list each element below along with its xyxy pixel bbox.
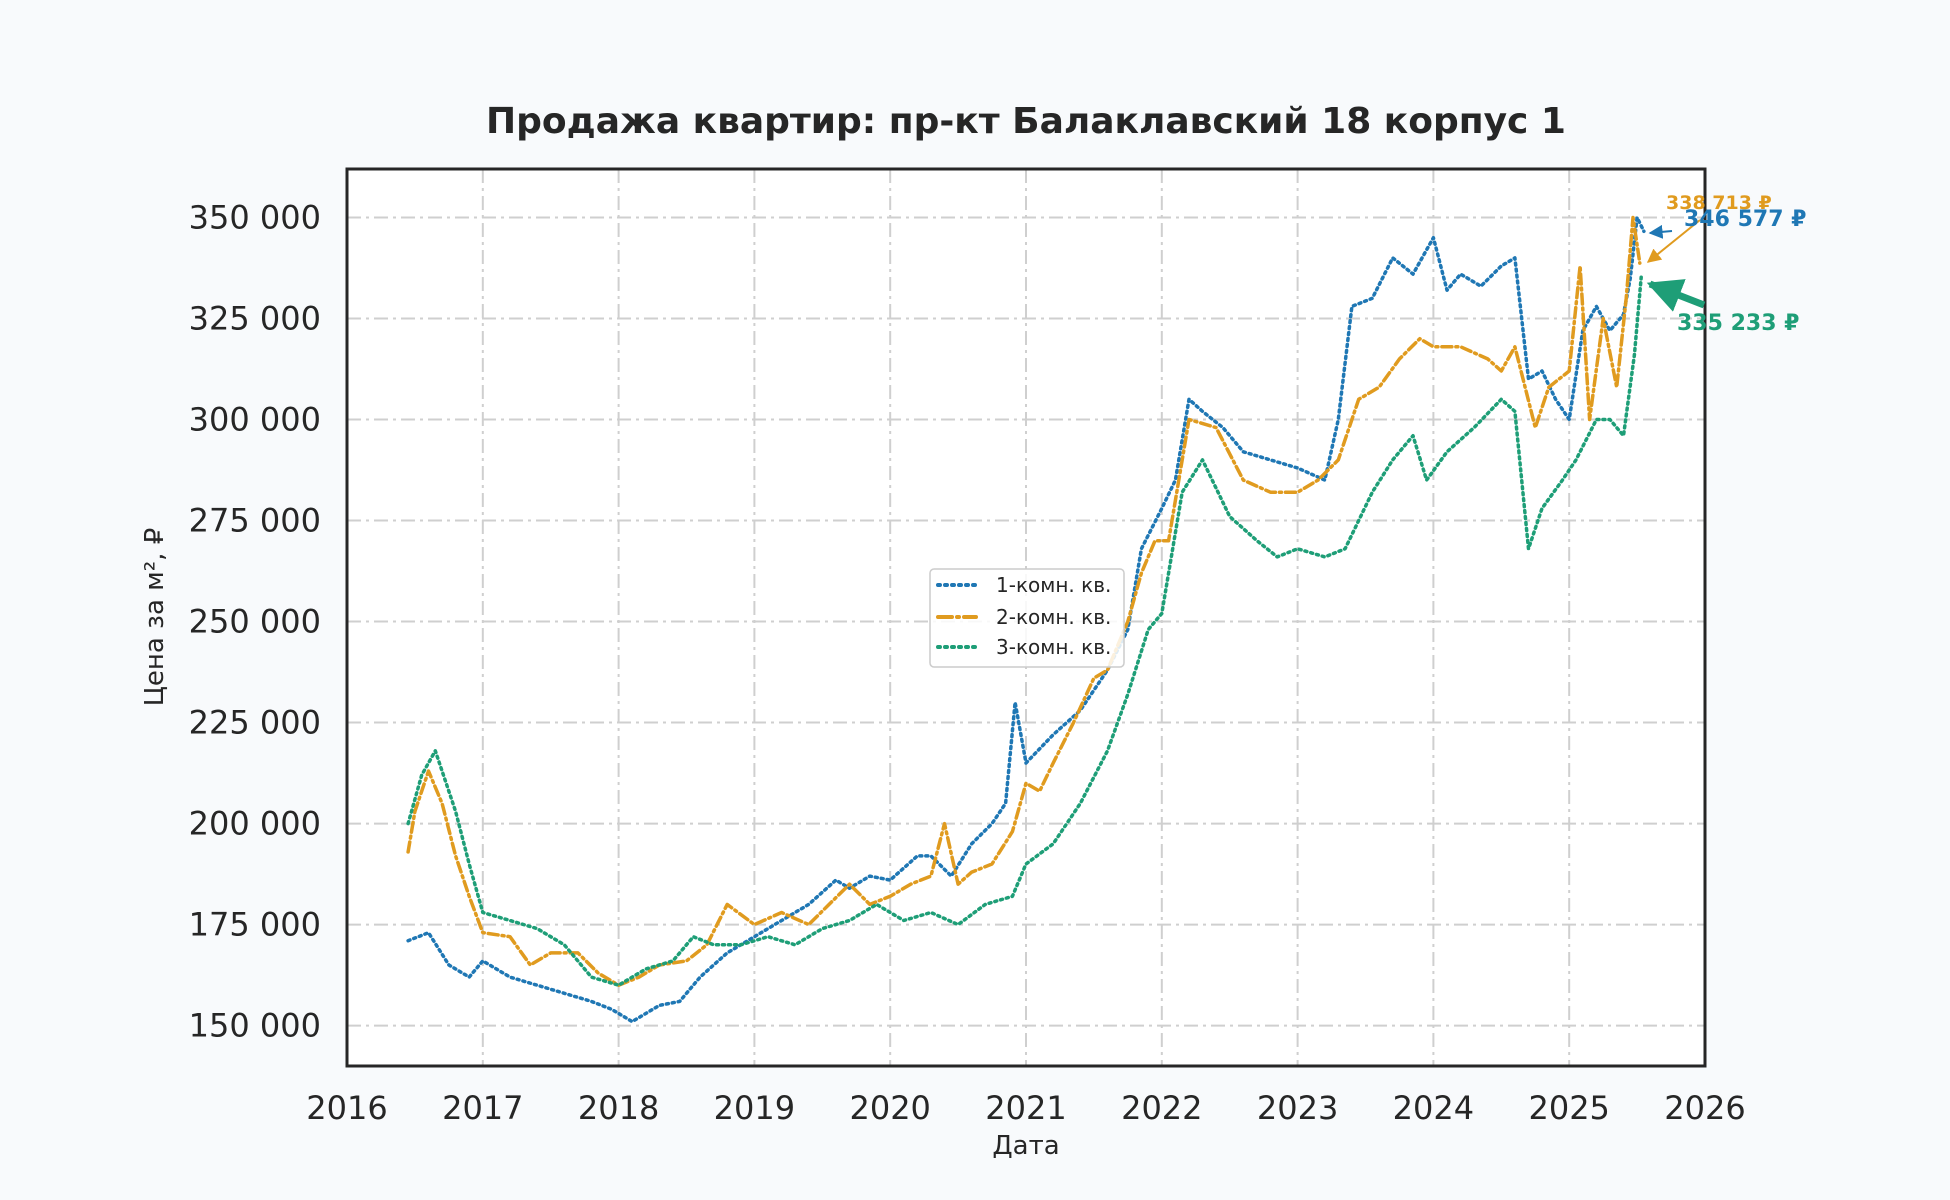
y-tick-label: 150 000 <box>189 1007 321 1045</box>
legend: 1-комн. кв. 2-комн. кв. 3-комн. кв. <box>929 568 1125 668</box>
x-tick-label: 2024 <box>1393 1089 1474 1127</box>
y-tick-label: 225 000 <box>189 704 321 742</box>
series-line-2room <box>406 215 1642 987</box>
x-tick-label: 2025 <box>1528 1089 1609 1127</box>
annotation-arrow-1room <box>1648 224 1673 239</box>
x-tick-label: 2023 <box>1257 1089 1338 1127</box>
y-axis-ticks: 150 000 175 000 200 000 225 000 250 000 275 0… <box>189 198 321 1044</box>
legend-label-1: 1-комн. кв. <box>996 573 1111 597</box>
annotation-1room-price: 346 577 ₽ <box>1684 207 1806 232</box>
x-tick-label: 2017 <box>442 1089 523 1127</box>
y-tick-label: 250 000 <box>189 603 321 641</box>
series-line-3room <box>406 275 1643 987</box>
x-tick-label: 2021 <box>985 1089 1066 1127</box>
annotation-arrow-3room <box>1646 279 1706 312</box>
annotations: 338 713 ₽ 346 577 ₽ 335 233 ₽ <box>1646 192 1806 336</box>
y-axis-label: Цена за м², ₽ <box>140 528 170 707</box>
x-tick-label: 2026 <box>1664 1089 1745 1127</box>
annotation-3room-price: 335 233 ₽ <box>1677 311 1799 336</box>
legend-label-3: 3-комн. кв. <box>996 635 1111 659</box>
chart-title: Продажа квартир: пр-кт Балаклавский 18 к… <box>486 101 1566 142</box>
annotation-arrow-2room <box>1646 219 1701 263</box>
x-axis-ticks: 2016 2017 2018 2019 2020 2021 2022 2023 2024 2025… <box>306 1089 1745 1127</box>
x-tick-label: 2016 <box>306 1089 387 1127</box>
annotation-2room-price: 338 713 ₽ <box>1666 192 1772 214</box>
plot-frame <box>345 167 1707 1068</box>
y-tick-label: 350 000 <box>189 198 321 236</box>
x-tick-label: 2019 <box>714 1089 795 1127</box>
y-tick-label: 325 000 <box>189 300 321 338</box>
legend-box <box>929 568 1125 668</box>
x-axis-label: Дата <box>992 1131 1059 1161</box>
x-tick-label: 2020 <box>849 1089 930 1127</box>
y-tick-label: 200 000 <box>189 805 321 843</box>
legend-label-2: 2-комн. кв. <box>996 605 1111 629</box>
y-tick-label: 175 000 <box>189 906 321 944</box>
y-tick-label: 275 000 <box>189 502 321 540</box>
x-tick-label: 2018 <box>578 1089 659 1127</box>
y-tick-label: 300 000 <box>189 401 321 439</box>
x-tick-label: 2022 <box>1121 1089 1202 1127</box>
